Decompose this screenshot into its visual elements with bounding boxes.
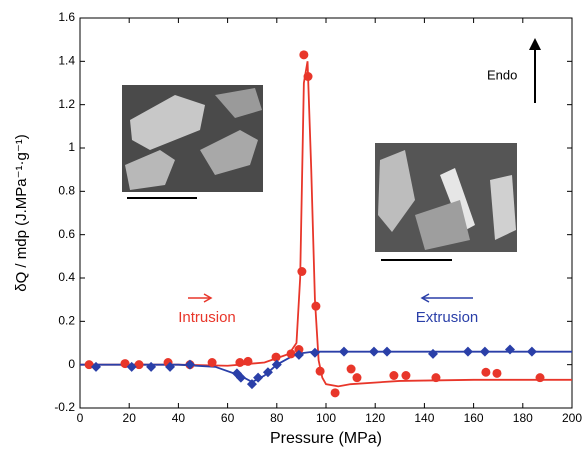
point [297, 267, 306, 276]
x-tick-label: 120 [365, 411, 385, 425]
y-axis-label: δQ / mdp (J.MPa⁻¹·g⁻¹) [13, 134, 30, 292]
x-tick-label: 80 [270, 411, 284, 425]
point [527, 347, 537, 357]
y-tick-label: 1.6 [58, 10, 75, 24]
point [352, 373, 361, 382]
sem-image [122, 85, 263, 198]
point [369, 347, 379, 357]
point [389, 371, 398, 380]
annotation: Extrusion [416, 309, 479, 326]
point [428, 349, 438, 359]
point [316, 367, 325, 376]
point [382, 347, 392, 357]
point [347, 365, 356, 374]
x-tick-label: 40 [172, 411, 186, 425]
annotation: Intrusion [178, 309, 236, 326]
point [208, 358, 217, 367]
point [185, 360, 195, 370]
point [299, 50, 308, 59]
point [431, 373, 440, 382]
x-tick-label: 160 [464, 411, 484, 425]
x-tick-label: 180 [513, 411, 533, 425]
y-tick-label: 0.4 [58, 270, 75, 284]
y-tick-label: 0.6 [58, 227, 75, 241]
x-tick-label: 200 [562, 411, 582, 425]
point [339, 347, 349, 357]
point [135, 360, 144, 369]
intrusion-arrow [188, 294, 211, 302]
point [244, 357, 253, 366]
y-tick-label: 0.8 [58, 184, 75, 198]
y-tick-label: 1.4 [58, 54, 75, 68]
point [287, 349, 296, 358]
y-tick-label: 0.2 [58, 314, 75, 328]
sem-image [375, 143, 517, 260]
x-tick-label: 60 [221, 411, 235, 425]
y-tick-label: 0 [68, 357, 75, 371]
point [311, 302, 320, 311]
y-tick-label: -0.2 [54, 400, 75, 414]
annotation: Endo [487, 67, 517, 82]
point [331, 388, 340, 397]
x-tick-label: 140 [414, 411, 434, 425]
extrusion-arrow [422, 294, 473, 302]
endo-arrow [529, 38, 541, 103]
point [492, 369, 501, 378]
point [304, 72, 313, 81]
x-tick-label: 20 [123, 411, 137, 425]
point [480, 347, 490, 357]
point [401, 371, 410, 380]
point [272, 353, 281, 362]
y-tick-label: 1.2 [58, 97, 75, 111]
point [235, 358, 244, 367]
point [505, 345, 515, 355]
x-tick-label: 0 [77, 411, 84, 425]
point [463, 347, 473, 357]
x-tick-label: 100 [316, 411, 336, 425]
point [146, 362, 156, 372]
point [536, 373, 545, 382]
point [481, 368, 490, 377]
y-tick-label: 1 [68, 140, 75, 154]
x-axis-label: Pressure (MPa) [270, 430, 382, 447]
chart: Endo Intrusion Extrusion Pressure (MPa) … [0, 0, 585, 453]
